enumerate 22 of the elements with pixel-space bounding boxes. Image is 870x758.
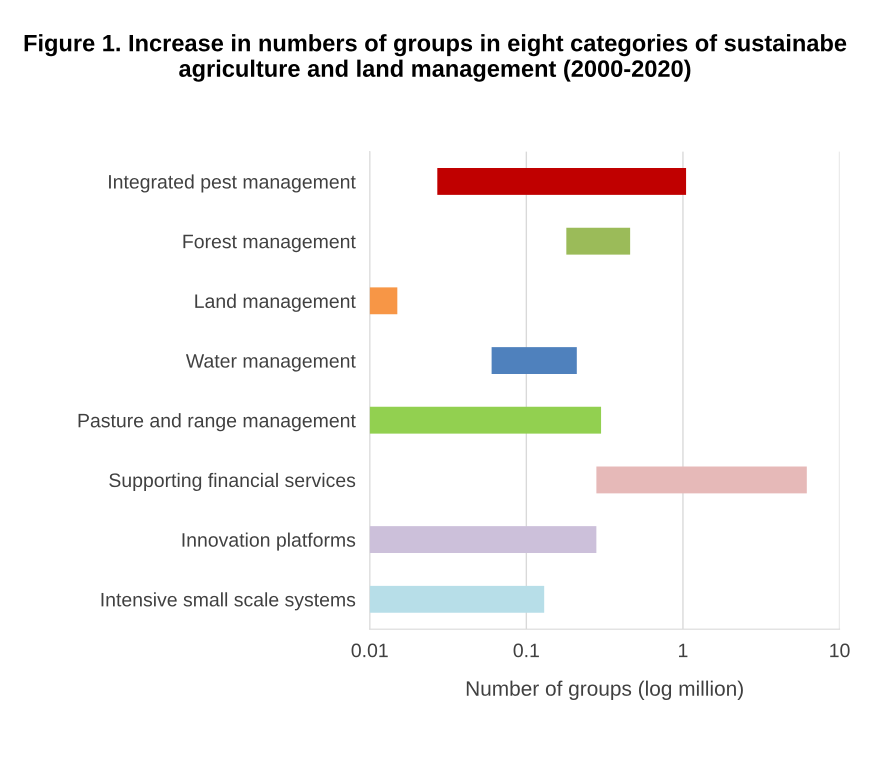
bar bbox=[437, 168, 686, 195]
y-tick-label: Supporting financial services bbox=[109, 472, 356, 491]
x-tick-label: 0.1 bbox=[514, 644, 539, 658]
y-tick-label: Innovation platforms bbox=[182, 532, 356, 551]
x-axis-title: Number of groups (log million) bbox=[466, 680, 743, 700]
x-tick-label: 0.01 bbox=[352, 644, 388, 658]
x-tick-label: 1 bbox=[679, 644, 688, 658]
bar bbox=[370, 406, 602, 434]
y-tick-label: Forest management bbox=[183, 234, 356, 252]
bar bbox=[370, 287, 398, 314]
y-tick-label: Water management bbox=[186, 354, 356, 372]
bar bbox=[370, 586, 544, 613]
y-tick-label: Intensive small scale systems bbox=[102, 592, 356, 610]
bar bbox=[370, 526, 596, 554]
x-tick-label: 10 bbox=[830, 644, 850, 658]
bar bbox=[492, 347, 577, 374]
chart-title: Figure 1. Increase in numbers of groups in eight categories of sustainabe agriculture and land management (2000-2020) bbox=[24, 34, 846, 82]
bar bbox=[596, 466, 807, 494]
y-tick-label: Pasture and range management bbox=[78, 413, 356, 432]
y-tick-label: Integrated pest management bbox=[109, 174, 356, 193]
bar bbox=[566, 228, 630, 255]
y-tick-label: Land management bbox=[195, 294, 356, 312]
